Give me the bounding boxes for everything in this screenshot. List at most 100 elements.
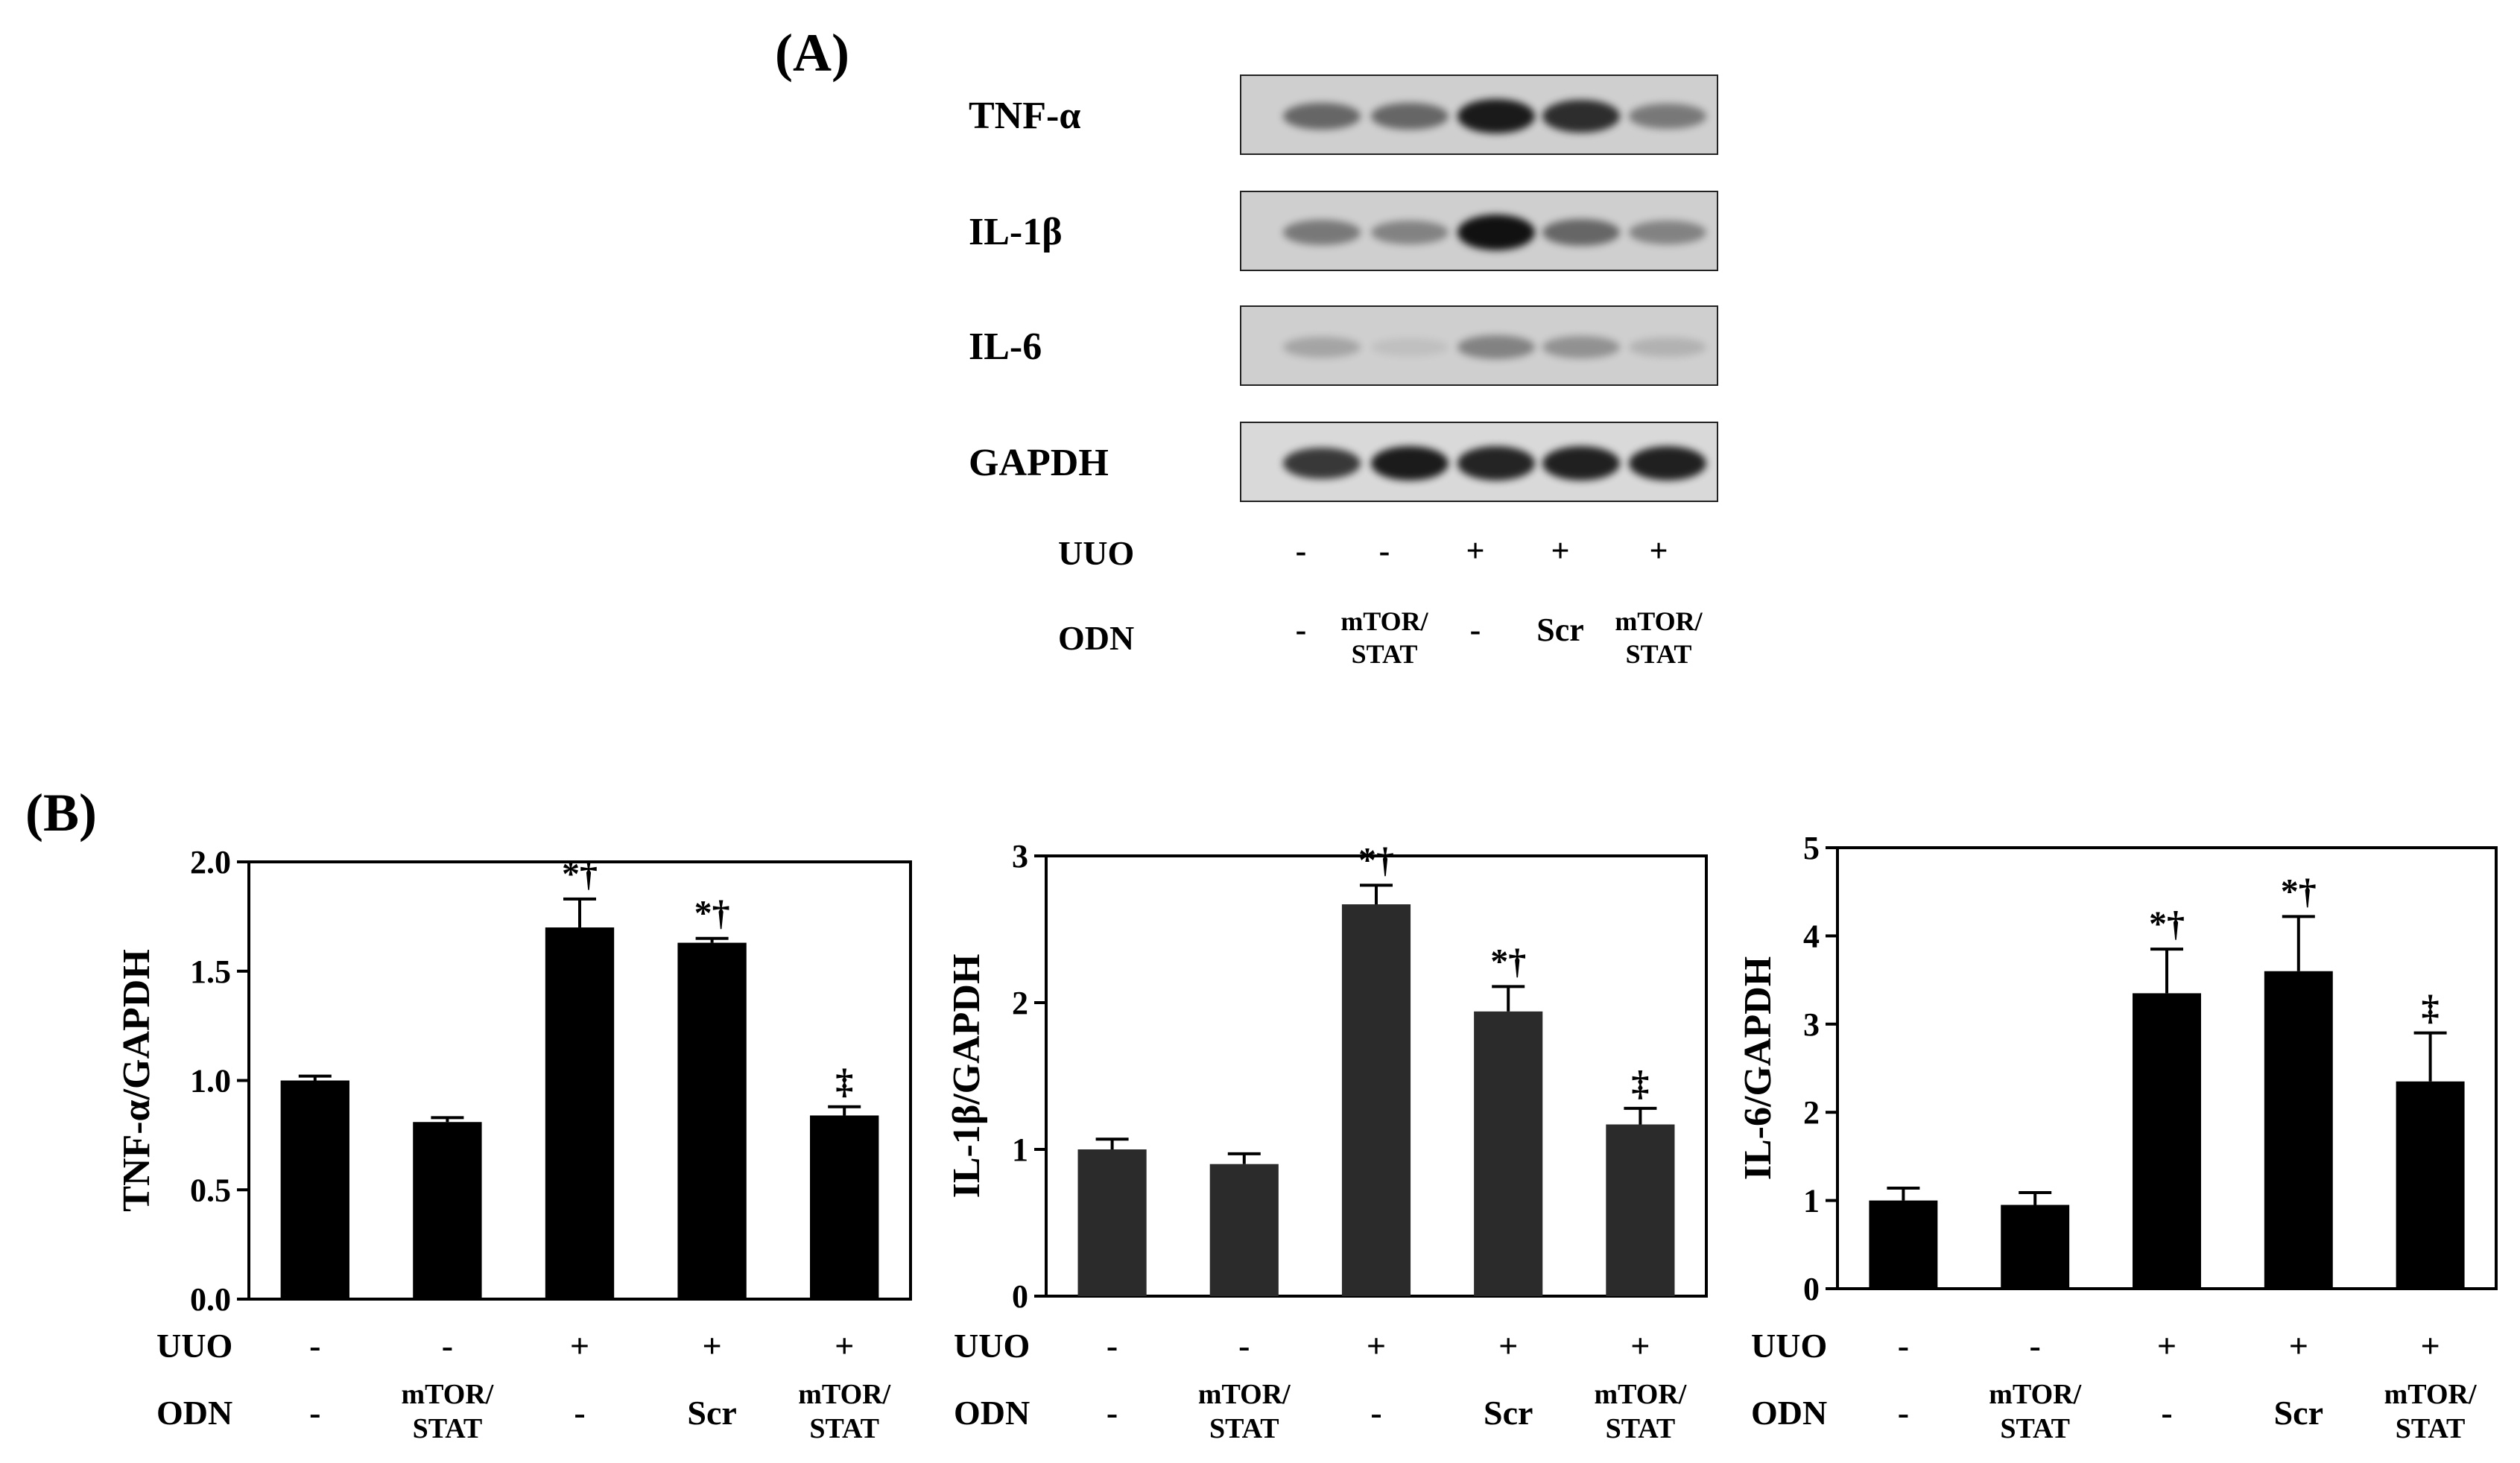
blot-band — [1283, 447, 1361, 480]
odn-row-label: ODN — [1751, 1394, 1827, 1432]
bar — [1341, 904, 1411, 1296]
blot-band — [1542, 335, 1620, 359]
bar — [2001, 1205, 2070, 1289]
odn-value: Scr — [2274, 1394, 2323, 1432]
blot-band — [1629, 104, 1706, 129]
y-axis-label: TNF-α/GAPDH — [115, 949, 158, 1212]
blot-band — [1371, 337, 1449, 357]
blot-label: IL-1β — [969, 211, 1063, 253]
blot-band — [1283, 102, 1361, 130]
odn-value: mTOR/STAT — [1615, 606, 1703, 669]
odn-row-label: ODN — [156, 1394, 232, 1432]
bar — [280, 1080, 349, 1299]
panel-b-label: (B) — [25, 783, 97, 842]
uuo-value: + — [1498, 1327, 1518, 1365]
blot-label: GAPDH — [969, 442, 1109, 484]
bar — [2133, 993, 2201, 1289]
bar — [1606, 1124, 1675, 1296]
uuo-value: + — [1367, 1327, 1386, 1365]
y-tick-label: 4 — [1803, 918, 1820, 954]
blot-band — [1457, 98, 1535, 134]
odn-value: STAT — [1209, 1413, 1279, 1444]
uuo-value: + — [570, 1327, 589, 1365]
y-axis-label: IL-1β/GAPDH — [946, 954, 988, 1199]
y-tick-label: 3 — [1012, 838, 1028, 875]
uuo-value: - — [1295, 533, 1307, 569]
odn-value: mTOR/ — [1989, 1379, 2081, 1410]
blot-band — [1542, 99, 1620, 133]
uuo-value: + — [835, 1327, 854, 1365]
significance-label: *† — [1490, 942, 1526, 981]
uuo-value: + — [2420, 1327, 2440, 1365]
bar — [2264, 971, 2333, 1289]
blot-label: TNF-α — [969, 95, 1081, 137]
uuo-value: - — [1898, 1327, 1909, 1365]
odn-value: STAT — [2396, 1413, 2466, 1444]
odn-value: STAT — [413, 1413, 483, 1444]
blot-band — [1371, 445, 1449, 481]
blot-strip — [1240, 191, 1718, 271]
blot-band — [1542, 218, 1620, 247]
blot-band — [1457, 215, 1535, 250]
uuo-row-label: UUO — [954, 1327, 1030, 1365]
odn-value: - — [1295, 612, 1307, 648]
bar — [545, 927, 615, 1299]
blot-band — [1457, 446, 1535, 480]
blot-label: IL-6 — [969, 326, 1042, 368]
blot-band — [1629, 220, 1706, 245]
bar — [2396, 1081, 2465, 1289]
odn-value: - — [1107, 1394, 1118, 1432]
uuo-value: + — [2157, 1327, 2176, 1365]
blot-band — [1283, 337, 1361, 358]
uuo-value: - — [1238, 1327, 1250, 1365]
significance-label: ‡ — [1631, 1064, 1649, 1103]
odn-value: mTOR/ — [1594, 1379, 1686, 1410]
significance-label: *† — [562, 854, 598, 894]
y-tick-label: 0 — [1012, 1278, 1028, 1315]
uuo-row-label: UUO — [156, 1327, 232, 1365]
y-tick-label: 0.5 — [190, 1172, 231, 1208]
bar — [1474, 1011, 1543, 1296]
odn-value: - — [1469, 612, 1481, 648]
blot-band — [1371, 220, 1449, 245]
y-tick-label: 2 — [1012, 985, 1028, 1021]
y-tick-label: 2 — [1803, 1094, 1820, 1131]
bar — [677, 942, 747, 1299]
blot-band — [1283, 220, 1361, 245]
y-tick-label: 0.0 — [190, 1281, 231, 1318]
odn-value: STAT — [1606, 1413, 1676, 1444]
uuo-value: - — [442, 1327, 453, 1365]
blot-band — [1629, 337, 1706, 357]
uuo-value: + — [2289, 1327, 2308, 1365]
odn-row-label: ODN — [954, 1394, 1030, 1432]
significance-label: ‡ — [2422, 988, 2440, 1028]
y-tick-label: 2.0 — [190, 844, 231, 880]
blot-band — [1457, 334, 1535, 360]
blot-band — [1542, 446, 1620, 480]
odn-value: STAT — [2000, 1413, 2070, 1444]
blot-band — [1371, 102, 1449, 130]
odn-value: - — [1898, 1394, 1909, 1432]
odn-value: - — [574, 1394, 585, 1432]
odn-value: Scr — [1536, 612, 1584, 648]
odn-value: mTOR/ — [798, 1379, 890, 1410]
y-tick-label: 0 — [1803, 1271, 1820, 1307]
bar — [1077, 1149, 1147, 1296]
odn-value: - — [1370, 1394, 1381, 1432]
odn-value: Scr — [687, 1394, 736, 1432]
y-tick-label: 1.5 — [190, 953, 231, 990]
uuo-value: - — [1107, 1327, 1118, 1365]
bar — [810, 1115, 879, 1299]
odn-value: mTOR/ — [1198, 1379, 1291, 1410]
uuo-value: - — [2030, 1327, 2041, 1365]
y-tick-label: 1 — [1803, 1183, 1820, 1219]
significance-label: *† — [1358, 840, 1394, 880]
significance-label: *† — [2281, 872, 2317, 911]
blot-strip — [1240, 422, 1718, 502]
odn-value: mTOR/ — [401, 1379, 493, 1410]
uuo-value: + — [1551, 533, 1570, 569]
bar — [1869, 1200, 1938, 1289]
odn-value: - — [309, 1394, 320, 1432]
y-tick-label: 5 — [1803, 830, 1820, 866]
uuo-value: + — [1630, 1327, 1650, 1365]
